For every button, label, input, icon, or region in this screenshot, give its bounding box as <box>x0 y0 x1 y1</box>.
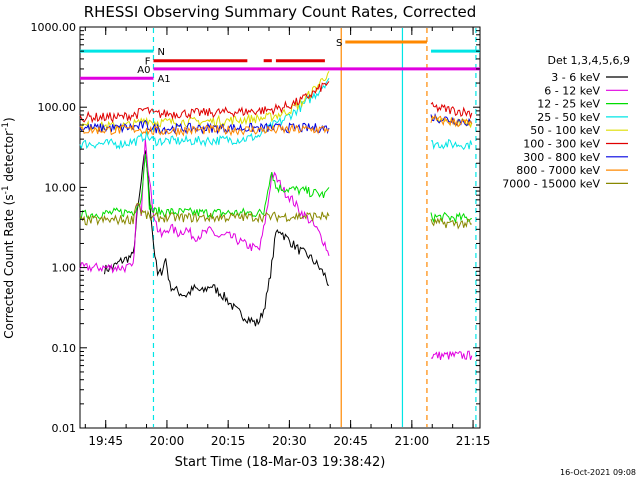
x-tick-label: 20:30 <box>272 434 307 448</box>
flag-label: A1 <box>157 74 170 85</box>
series-line <box>430 217 472 230</box>
y-axis-label: Corrected Count Rate (s-1 detector-1) <box>1 117 16 338</box>
x-tick-label: 20:45 <box>333 434 368 448</box>
y-tick-label: 1000.00 <box>31 21 77 34</box>
plot-area: N S FA0 A1 <box>79 26 481 429</box>
vertical-markers <box>152 28 477 427</box>
flag-bars: N S FA0 A1 <box>80 38 480 85</box>
series-line <box>79 202 330 226</box>
y-axis: 1000.00 100.00 10.00 1.00 0.10 0.01 <box>31 21 480 435</box>
series-line <box>430 101 473 120</box>
x-axis-label: Start Time (18-Mar-03 19:38:42) <box>175 455 386 470</box>
plot-frame <box>79 26 481 429</box>
series-line <box>430 138 473 151</box>
flag-label: F <box>145 57 151 68</box>
flag-label: N <box>157 47 164 58</box>
legend-entry-label: 100 - 300 keV <box>523 138 600 151</box>
flag-label: A0 <box>137 65 150 76</box>
y-axis-label-close: ) <box>2 117 16 122</box>
legend-entry-label: 25 - 50 keV <box>537 111 600 124</box>
legend-entry-label: 3 - 6 keV <box>551 71 600 84</box>
series-layer <box>79 71 473 361</box>
x-tick-label: 21:15 <box>456 434 491 448</box>
series-line <box>430 114 473 128</box>
y-tick-label: 0.10 <box>52 342 77 355</box>
y-axis-label-main: Corrected Count Rate (s <box>2 194 16 338</box>
legend-entry-label: 6 - 12 keV <box>544 84 600 97</box>
x-tick-label: 21:00 <box>395 434 430 448</box>
x-tick-label: 20:15 <box>211 434 246 448</box>
y-tick-label: 1.00 <box>52 262 77 275</box>
series-line <box>79 138 330 274</box>
legend-entry-label: 300 - 800 keV <box>523 151 600 164</box>
series-line <box>430 350 473 361</box>
legend-entry-label: 12 - 25 keV <box>537 98 600 111</box>
x-tick-label: 20:00 <box>150 434 185 448</box>
chart-title: RHESSI Observing Summary Count Rates, Co… <box>84 3 477 21</box>
series-line <box>430 211 472 223</box>
series-line <box>79 123 330 138</box>
series-line <box>104 150 330 327</box>
legend-header: Det 1,3,4,5,6,9 <box>547 54 630 67</box>
legend-entry-label: 800 - 7000 keV <box>516 164 600 177</box>
y-axis-label-sup2: -1 <box>1 122 11 131</box>
render-timestamp: 16-Oct-2021 09:08 <box>560 468 636 477</box>
series-line <box>79 71 330 132</box>
y-axis-label-sup1: -1 <box>1 185 11 194</box>
y-tick-label: 10.00 <box>45 181 77 194</box>
legend-entry-label: 50 - 100 keV <box>530 124 600 137</box>
y-axis-label-end: detector <box>2 131 16 186</box>
x-tick-label: 19:45 <box>88 434 123 448</box>
y-tick-label: 0.01 <box>52 422 77 435</box>
series-line <box>430 112 472 126</box>
legend-entry-label: 7000 - 15000 keV <box>502 177 600 190</box>
series-line <box>79 81 330 124</box>
x-axis: 19:45 20:00 20:15 20:30 20:45 21:00 21:15 <box>84 27 491 448</box>
series-line <box>79 153 330 221</box>
y-tick-label: 100.00 <box>38 101 77 114</box>
flag-label: S <box>336 38 342 49</box>
